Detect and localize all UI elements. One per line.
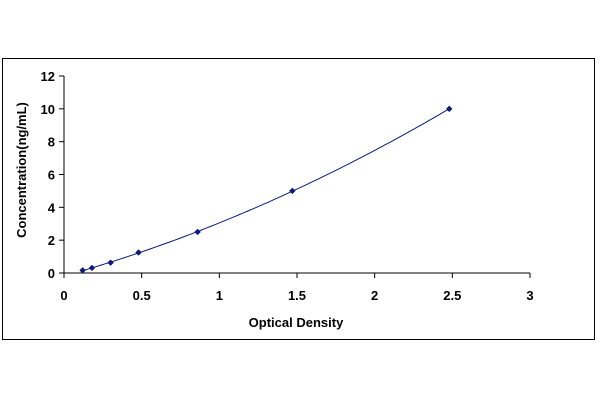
y-tick-label: 2: [48, 233, 55, 248]
x-axis-ticks: 0 0.5 1 1.5 2 2.5 3: [60, 273, 534, 303]
y-tick-label: 10: [41, 102, 55, 117]
data-point: [107, 259, 114, 266]
x-tick-label: 1.5: [288, 288, 306, 303]
trendline-curve: [82, 108, 450, 272]
axes: [63, 76, 530, 274]
x-tick-label: 3: [526, 288, 533, 303]
x-tick-label: 0.5: [133, 288, 151, 303]
chart-frame: [2, 58, 595, 340]
y-tick-label: 6: [48, 168, 55, 183]
x-tick-label: 0: [60, 288, 67, 303]
x-tick-label: 2.5: [443, 288, 461, 303]
y-axis-label: Concentration(ng/mL): [14, 102, 29, 238]
x-axis-label: Optical Density: [249, 315, 344, 330]
x-tick-label: 2: [371, 288, 378, 303]
data-point: [135, 249, 142, 256]
data-point: [194, 228, 201, 236]
y-tick-label: 4: [48, 200, 56, 215]
y-tick-label: 0: [48, 266, 55, 281]
data-point: [88, 264, 96, 272]
y-tick-label: 12: [41, 69, 55, 84]
data-points: [79, 105, 453, 274]
data-point: [289, 187, 296, 195]
x-tick-label: 1: [216, 288, 223, 303]
y-tick-label: 8: [48, 135, 55, 150]
y-axis-ticks: 0 2 4 6 8 10 12: [41, 69, 64, 281]
data-point: [446, 105, 453, 113]
data-point: [79, 267, 86, 274]
